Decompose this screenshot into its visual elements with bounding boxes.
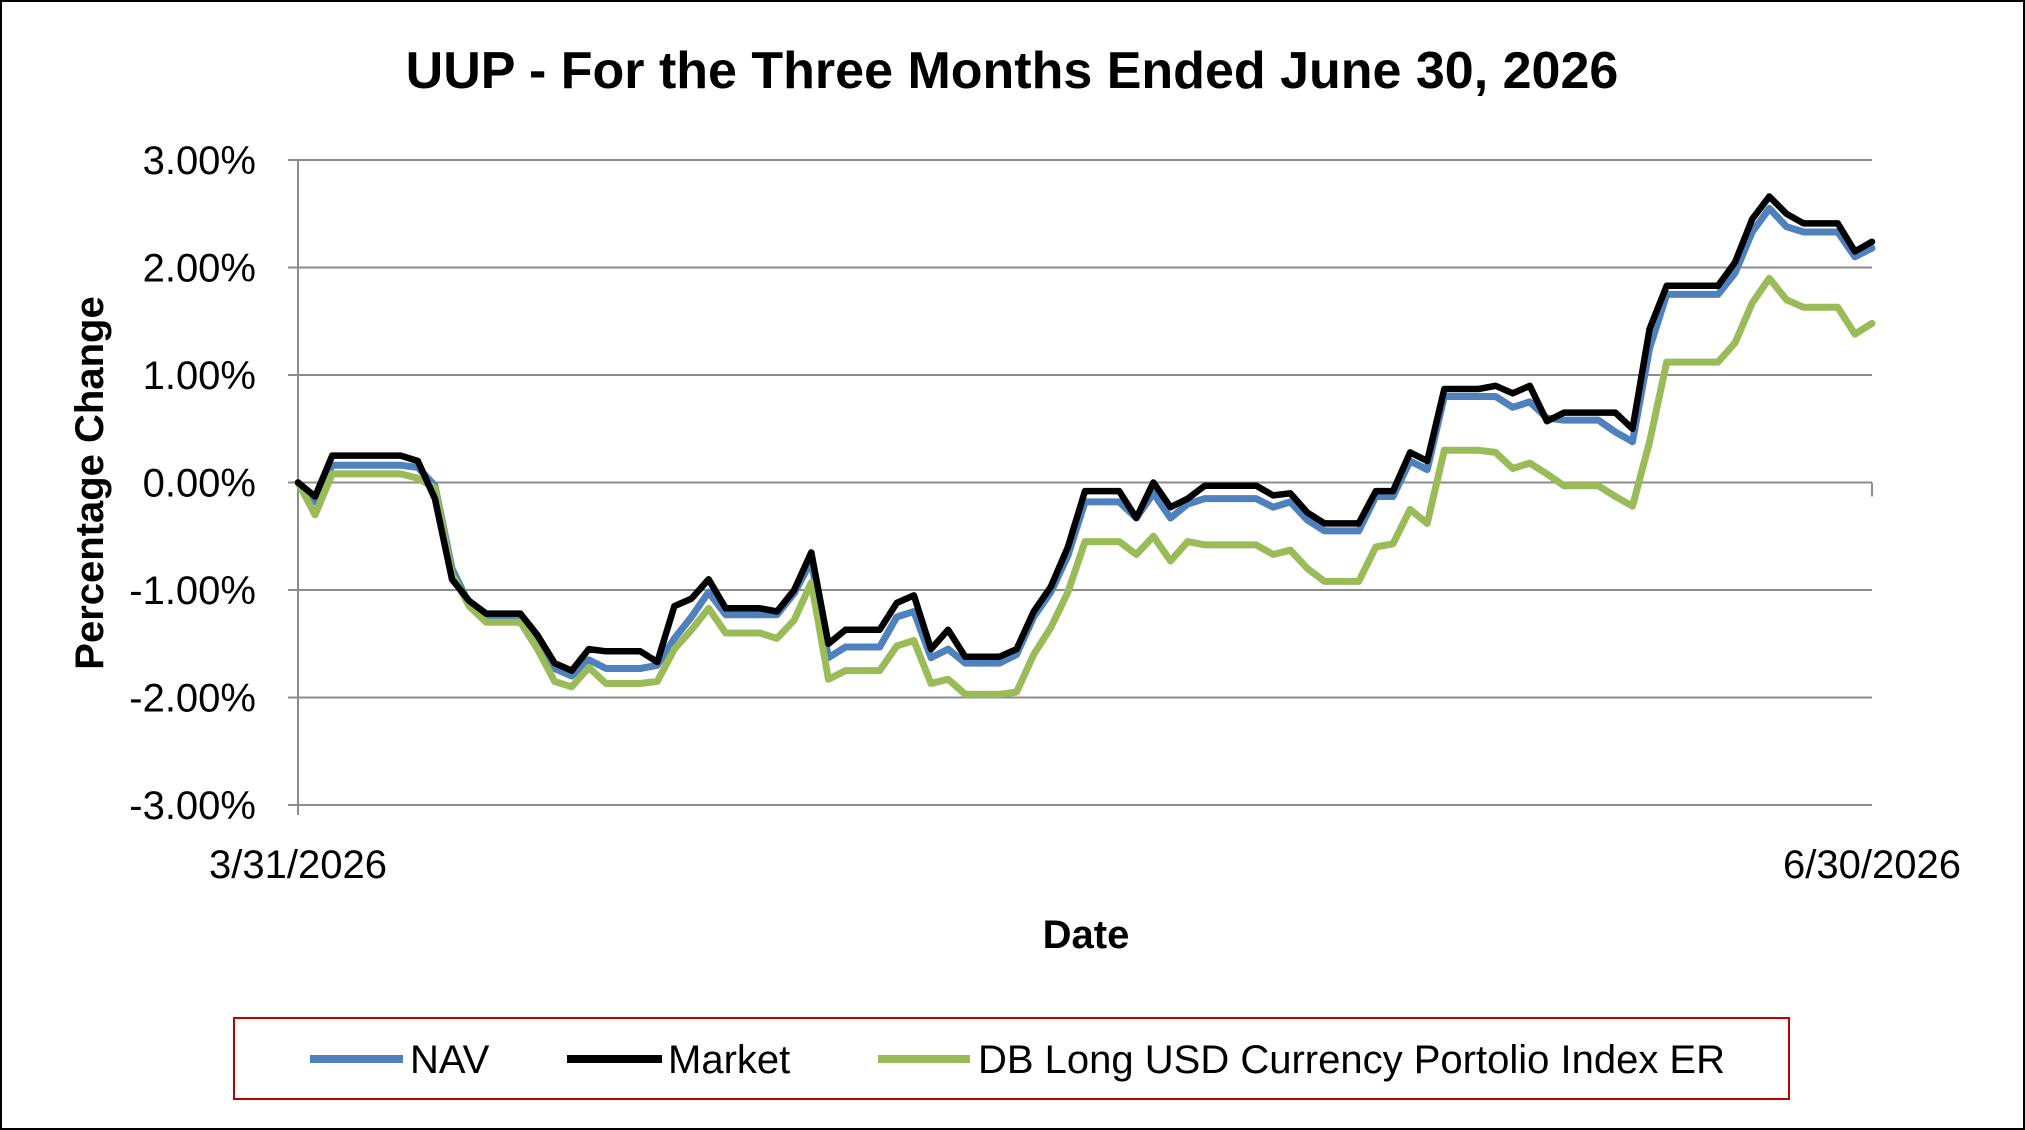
legend-label-index: DB Long USD Currency Portolio Index ER: [978, 1038, 1725, 1082]
y-tick-label: -1.00%: [129, 569, 256, 613]
x-tick-label-start: 3/31/2026: [209, 843, 387, 887]
series-line-nav: [294, 204, 1876, 680]
gridlines: [298, 159, 1872, 806]
x-tick-labels: 3/31/2026 6/30/2026: [209, 843, 1961, 887]
series-lines: [294, 193, 1876, 698]
legend: NAV Market DB Long USD Currency Portolio…: [233, 1017, 1790, 1100]
x-axis-title: Date: [1043, 913, 1130, 957]
series-line-index: [294, 274, 1876, 698]
chart-title: UUP - For the Three Months Ended June 30…: [406, 42, 1619, 100]
y-tick-label: 1.00%: [143, 354, 256, 398]
x-tick-label-end: 6/30/2026: [1783, 843, 1961, 887]
y-tick-label: -2.00%: [129, 677, 256, 721]
y-tick-label: 3.00%: [143, 139, 256, 183]
y-axis-title: Percentage Change: [68, 296, 112, 669]
legend-box: [233, 1017, 1790, 1100]
series-line-market: [294, 193, 1876, 674]
legend-label-market: Market: [668, 1038, 790, 1082]
legend-label-nav: NAV: [410, 1038, 490, 1082]
y-tick-label: 2.00%: [143, 247, 256, 291]
y-tick-label: 0.00%: [143, 462, 256, 506]
y-tick-label: -3.00%: [129, 784, 256, 828]
y-tick-labels: 3.00% 2.00% 1.00% 0.00% -1.00% -2.00% -3.00%: [129, 139, 256, 828]
